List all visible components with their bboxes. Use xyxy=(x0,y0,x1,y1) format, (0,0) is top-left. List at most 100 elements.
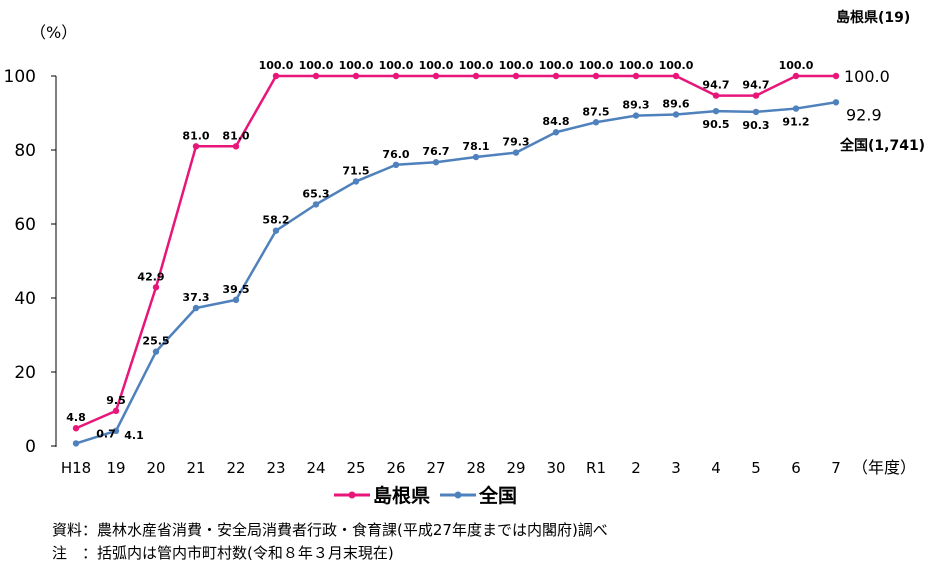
national-data-label: 78.1 xyxy=(462,140,489,153)
national-point xyxy=(272,227,280,234)
shimane-data-label: 100.0 xyxy=(459,59,494,72)
shimane-data-label: 100.0 xyxy=(299,59,334,72)
shimane-data-label: 100.0 xyxy=(259,59,294,72)
y-axis-unit-label: （%） xyxy=(30,23,77,42)
shimane-point xyxy=(192,143,200,150)
x-axis-unit-label: （年度） xyxy=(852,458,916,477)
shimane-point xyxy=(792,72,800,80)
national-data-label: 65.3 xyxy=(302,187,329,200)
shimane-point xyxy=(152,284,160,291)
shimane-point xyxy=(752,92,760,99)
x-tick-label: 26 xyxy=(386,459,405,477)
national-count-label: 全国(1,741) xyxy=(839,137,925,154)
national-point xyxy=(352,178,360,185)
national-point xyxy=(392,161,400,168)
x-tick-label: 2 xyxy=(631,459,641,477)
shimane-data-label: 100.0 xyxy=(579,59,614,72)
shimane-point xyxy=(72,425,80,432)
national-data-label: 76.0 xyxy=(382,148,409,161)
x-tick-label: 20 xyxy=(146,459,165,477)
shimane-point xyxy=(592,72,600,80)
national-point xyxy=(832,99,840,106)
shimane-point xyxy=(272,72,280,80)
shimane-data-label: 100.0 xyxy=(539,59,574,72)
x-tick-label: 4 xyxy=(711,459,721,477)
national-data-label: 58.2 xyxy=(262,214,289,227)
national-point xyxy=(752,108,760,116)
national-point xyxy=(632,112,640,119)
x-tick-label: H18 xyxy=(61,459,91,477)
y-tick-label: 40 xyxy=(14,289,36,309)
y-tick-label: 100 xyxy=(4,67,36,87)
national-point xyxy=(112,427,120,435)
national-data-label: 25.5 xyxy=(142,335,169,348)
national-point xyxy=(672,111,680,118)
x-tick-label: 27 xyxy=(426,459,445,477)
national-data-label: 76.7 xyxy=(422,145,449,158)
shimane-data-label: 100.0 xyxy=(339,59,374,72)
national-data-label: 0.7 xyxy=(96,427,116,440)
shimane-data-label: 81.0 xyxy=(222,129,249,142)
x-tick-label: 29 xyxy=(506,459,525,477)
shimane-data-label: 81.0 xyxy=(182,129,209,142)
national-data-label: 37.3 xyxy=(182,291,209,304)
x-tick-label: 30 xyxy=(546,459,565,477)
national-data-label: 89.6 xyxy=(662,97,689,110)
x-tick-label: 6 xyxy=(791,459,801,477)
legend-shimane-label: 島根県 xyxy=(373,484,430,507)
data-label-layer: 4.8 9.5 42.9 81.0 81.0 100.0 100.0 100.0 100.0 10… xyxy=(66,59,890,442)
footnote: 注 ：括弧内は管内市町村数(令和８年３月末現在) xyxy=(52,544,394,562)
shimane-series-line xyxy=(75,74,836,430)
national-data-label: 71.5 xyxy=(342,164,369,177)
shimane-data-label: 100.0 xyxy=(499,59,534,72)
shimane-point xyxy=(672,72,680,80)
legend-national-marker xyxy=(454,491,462,499)
shimane-count-label: 島根県(19) xyxy=(836,9,910,26)
y-tick-label: 0 xyxy=(25,437,36,457)
national-data-label: 87.5 xyxy=(582,105,609,118)
x-tick-label: 22 xyxy=(226,459,245,477)
shimane-data-label: 42.9 xyxy=(137,270,164,283)
national-series-line xyxy=(75,101,837,445)
shimane-data-label: 100.0 xyxy=(379,59,414,72)
national-data-label: 4.1 xyxy=(124,429,144,442)
shimane-data-label: 100.0 xyxy=(659,59,694,72)
national-point xyxy=(312,201,320,208)
national-point xyxy=(792,105,800,112)
shimane-point xyxy=(432,72,440,80)
shimane-point xyxy=(352,72,360,80)
national-end-value-label: 92.9 xyxy=(846,105,882,124)
legend-shimane-marker xyxy=(348,491,356,499)
x-tick-label: 25 xyxy=(346,459,365,477)
legend: 島根県 全国 xyxy=(334,484,517,507)
x-tick-label: 24 xyxy=(306,459,325,477)
x-tick-label: 21 xyxy=(186,459,205,477)
national-data-label: 90.5 xyxy=(702,118,729,131)
shimane-data-label: 4.8 xyxy=(66,411,86,424)
shimane-point xyxy=(392,72,400,80)
shimane-data-label: 100.0 xyxy=(619,59,654,72)
shimane-data-label: 100.0 xyxy=(779,59,814,72)
national-point xyxy=(432,159,440,166)
national-data-label: 84.8 xyxy=(542,115,569,128)
shimane-point xyxy=(712,92,720,99)
shimane-point xyxy=(512,72,520,80)
national-point xyxy=(192,304,200,312)
national-data-label: 90.3 xyxy=(742,119,769,132)
legend-national-label: 全国 xyxy=(478,484,517,507)
source-note: 資料：農林水産省消費・安全局消費者行政・食育課(平成27年度までは内閣府)調べ xyxy=(52,521,608,539)
shimane-point xyxy=(832,72,840,80)
y-tick-label: 80 xyxy=(14,141,36,161)
shimane-data-label: 100.0 xyxy=(419,59,454,72)
shimane-data-label: 94.7 xyxy=(742,79,769,92)
shimane-point xyxy=(632,72,640,80)
national-point xyxy=(552,129,560,136)
national-point xyxy=(712,107,720,115)
x-tick-label: 7 xyxy=(831,459,841,477)
national-point xyxy=(592,119,600,126)
national-point xyxy=(472,153,480,161)
shimane-point xyxy=(112,407,120,415)
x-tick-label: 19 xyxy=(106,459,125,477)
national-point xyxy=(152,348,160,355)
x-tick-label: 28 xyxy=(466,459,485,477)
